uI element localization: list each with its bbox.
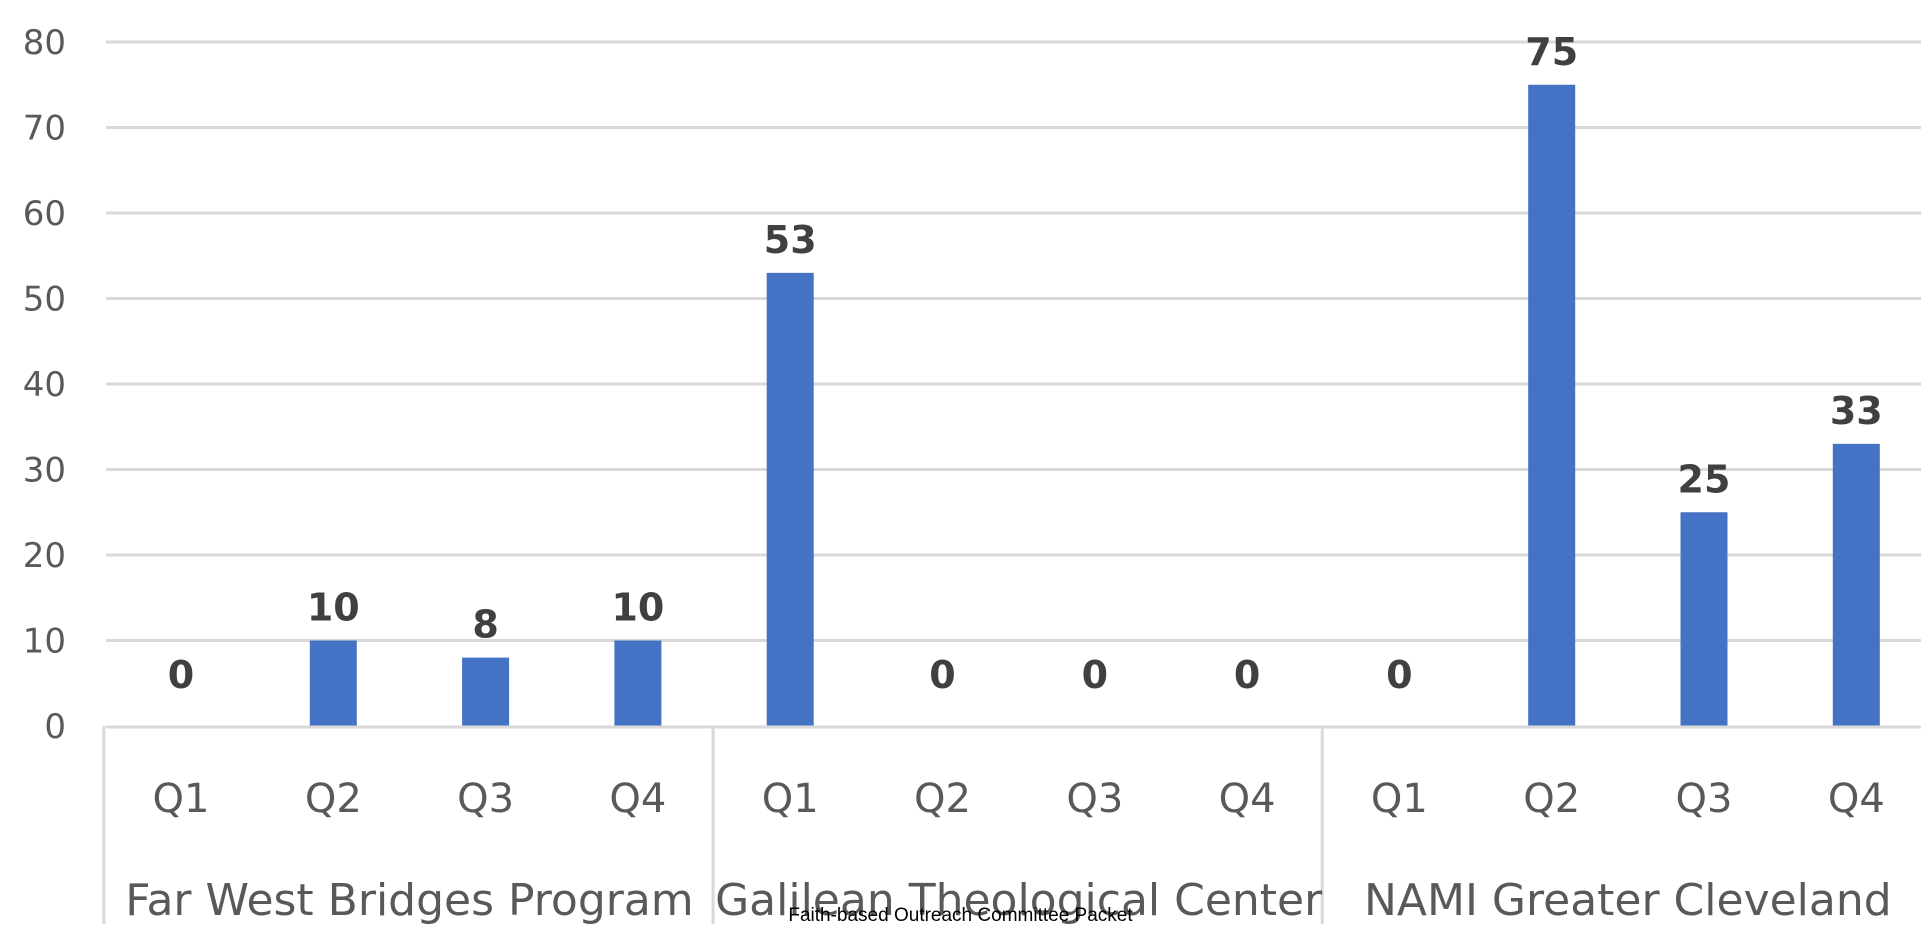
y-tick-label: 60 bbox=[23, 194, 66, 234]
data-label: 0 bbox=[1234, 653, 1260, 697]
y-tick-label: 0 bbox=[44, 707, 66, 747]
x-category-label: Q2 bbox=[914, 776, 971, 822]
x-category-label: Q1 bbox=[153, 776, 210, 822]
x-category-label: Q3 bbox=[1066, 776, 1123, 822]
bar bbox=[1680, 512, 1728, 726]
y-tick-label: 40 bbox=[23, 365, 66, 405]
x-category-label: Q2 bbox=[1523, 776, 1580, 822]
bar bbox=[766, 272, 814, 726]
x-group-label: Far West Bridges Program bbox=[125, 875, 693, 924]
x-group-label: NAMI Greater Cleveland bbox=[1364, 875, 1892, 924]
y-tick-label: 50 bbox=[23, 280, 66, 320]
data-labels: 0 10 8 10 53 0 0 0 0 75 25 33 bbox=[168, 30, 1883, 697]
y-tick-label: 10 bbox=[23, 622, 66, 662]
data-label: 75 bbox=[1525, 30, 1578, 74]
x-category-label: Q4 bbox=[609, 776, 666, 822]
x-category-label: Q1 bbox=[762, 776, 819, 822]
y-axis-ticks: 0 10 20 30 40 50 60 70 80 bbox=[23, 23, 66, 747]
data-label: 53 bbox=[764, 218, 817, 262]
x-category-label: Q4 bbox=[1828, 776, 1885, 822]
bar bbox=[1528, 84, 1576, 726]
data-label: 0 bbox=[1082, 653, 1108, 697]
bar bbox=[462, 657, 510, 726]
y-tick-label: 30 bbox=[23, 451, 66, 491]
data-label: 8 bbox=[472, 603, 498, 647]
data-label: 0 bbox=[1386, 653, 1412, 697]
x-category-label: Q2 bbox=[305, 776, 362, 822]
gridlines bbox=[106, 40, 1921, 642]
x-axis: Q1 Q2 Q3 Q4 Q1 Q2 Q3 Q4 Q1 Q2 Q3 Q4 Far West Bridges… bbox=[102, 725, 1921, 924]
x-category-label: Q1 bbox=[1371, 776, 1428, 822]
bar bbox=[309, 640, 357, 726]
page-footer: Faith-based Outreach Committee Packet bbox=[788, 905, 1133, 926]
bar bbox=[614, 640, 662, 726]
y-tick-label: 20 bbox=[23, 536, 66, 576]
data-label: 0 bbox=[168, 653, 194, 697]
x-category-label: Q4 bbox=[1219, 776, 1276, 822]
y-tick-label: 70 bbox=[23, 109, 66, 149]
x-group-label: Galilean Theological Center bbox=[715, 875, 1323, 924]
x-category-label: Q3 bbox=[1676, 776, 1733, 822]
data-label: 33 bbox=[1830, 389, 1883, 433]
bars bbox=[309, 84, 1880, 726]
data-label: 10 bbox=[611, 586, 664, 630]
data-label: 0 bbox=[929, 653, 955, 697]
x-category-label: Q3 bbox=[457, 776, 514, 822]
data-label: 10 bbox=[307, 586, 360, 630]
bar bbox=[1832, 443, 1880, 726]
y-tick-label: 80 bbox=[23, 23, 66, 63]
data-label: 25 bbox=[1678, 457, 1731, 501]
